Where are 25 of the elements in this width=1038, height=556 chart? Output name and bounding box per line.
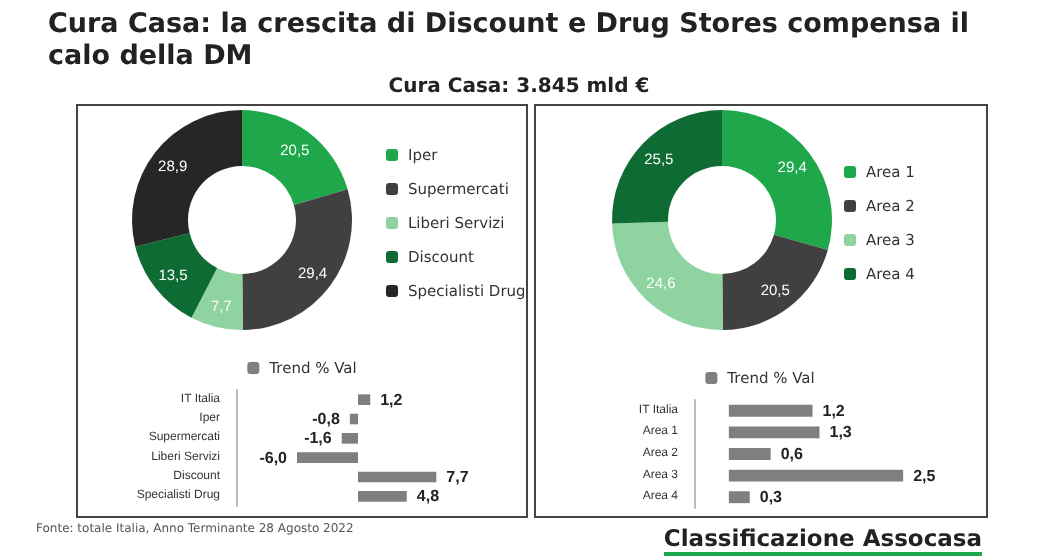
bar [728,426,820,439]
data-label: 1,3 [829,423,853,442]
bar [341,433,358,444]
bar [358,491,407,502]
data-label: 1,2 [822,401,846,420]
bar [297,452,358,463]
data-label: 0,3 [759,488,784,507]
bar [728,404,813,417]
bar [728,491,750,504]
bar [728,448,771,460]
data-label: -1,6 [304,429,333,448]
chart-title: Cura Casa: la crescita di Discount e Drug Stores compensa il calo della DM [48,8,972,72]
data-label: 2,5 [913,466,937,485]
bar [358,394,371,405]
data-label: 0,6 [780,445,805,463]
data-label: 4,8 [416,487,441,506]
chart-subtitle: Cura Casa: 3.845 mld € [386,76,652,98]
data-label: 7,7 [446,468,470,486]
bar [358,471,437,483]
bar [349,413,358,425]
data-label: -0,8 [312,410,341,428]
text: Classificazione Assocasa [663,524,982,556]
data-label: -6,0 [259,448,289,467]
bar [728,469,904,482]
data-label: 1,2 [380,390,404,409]
